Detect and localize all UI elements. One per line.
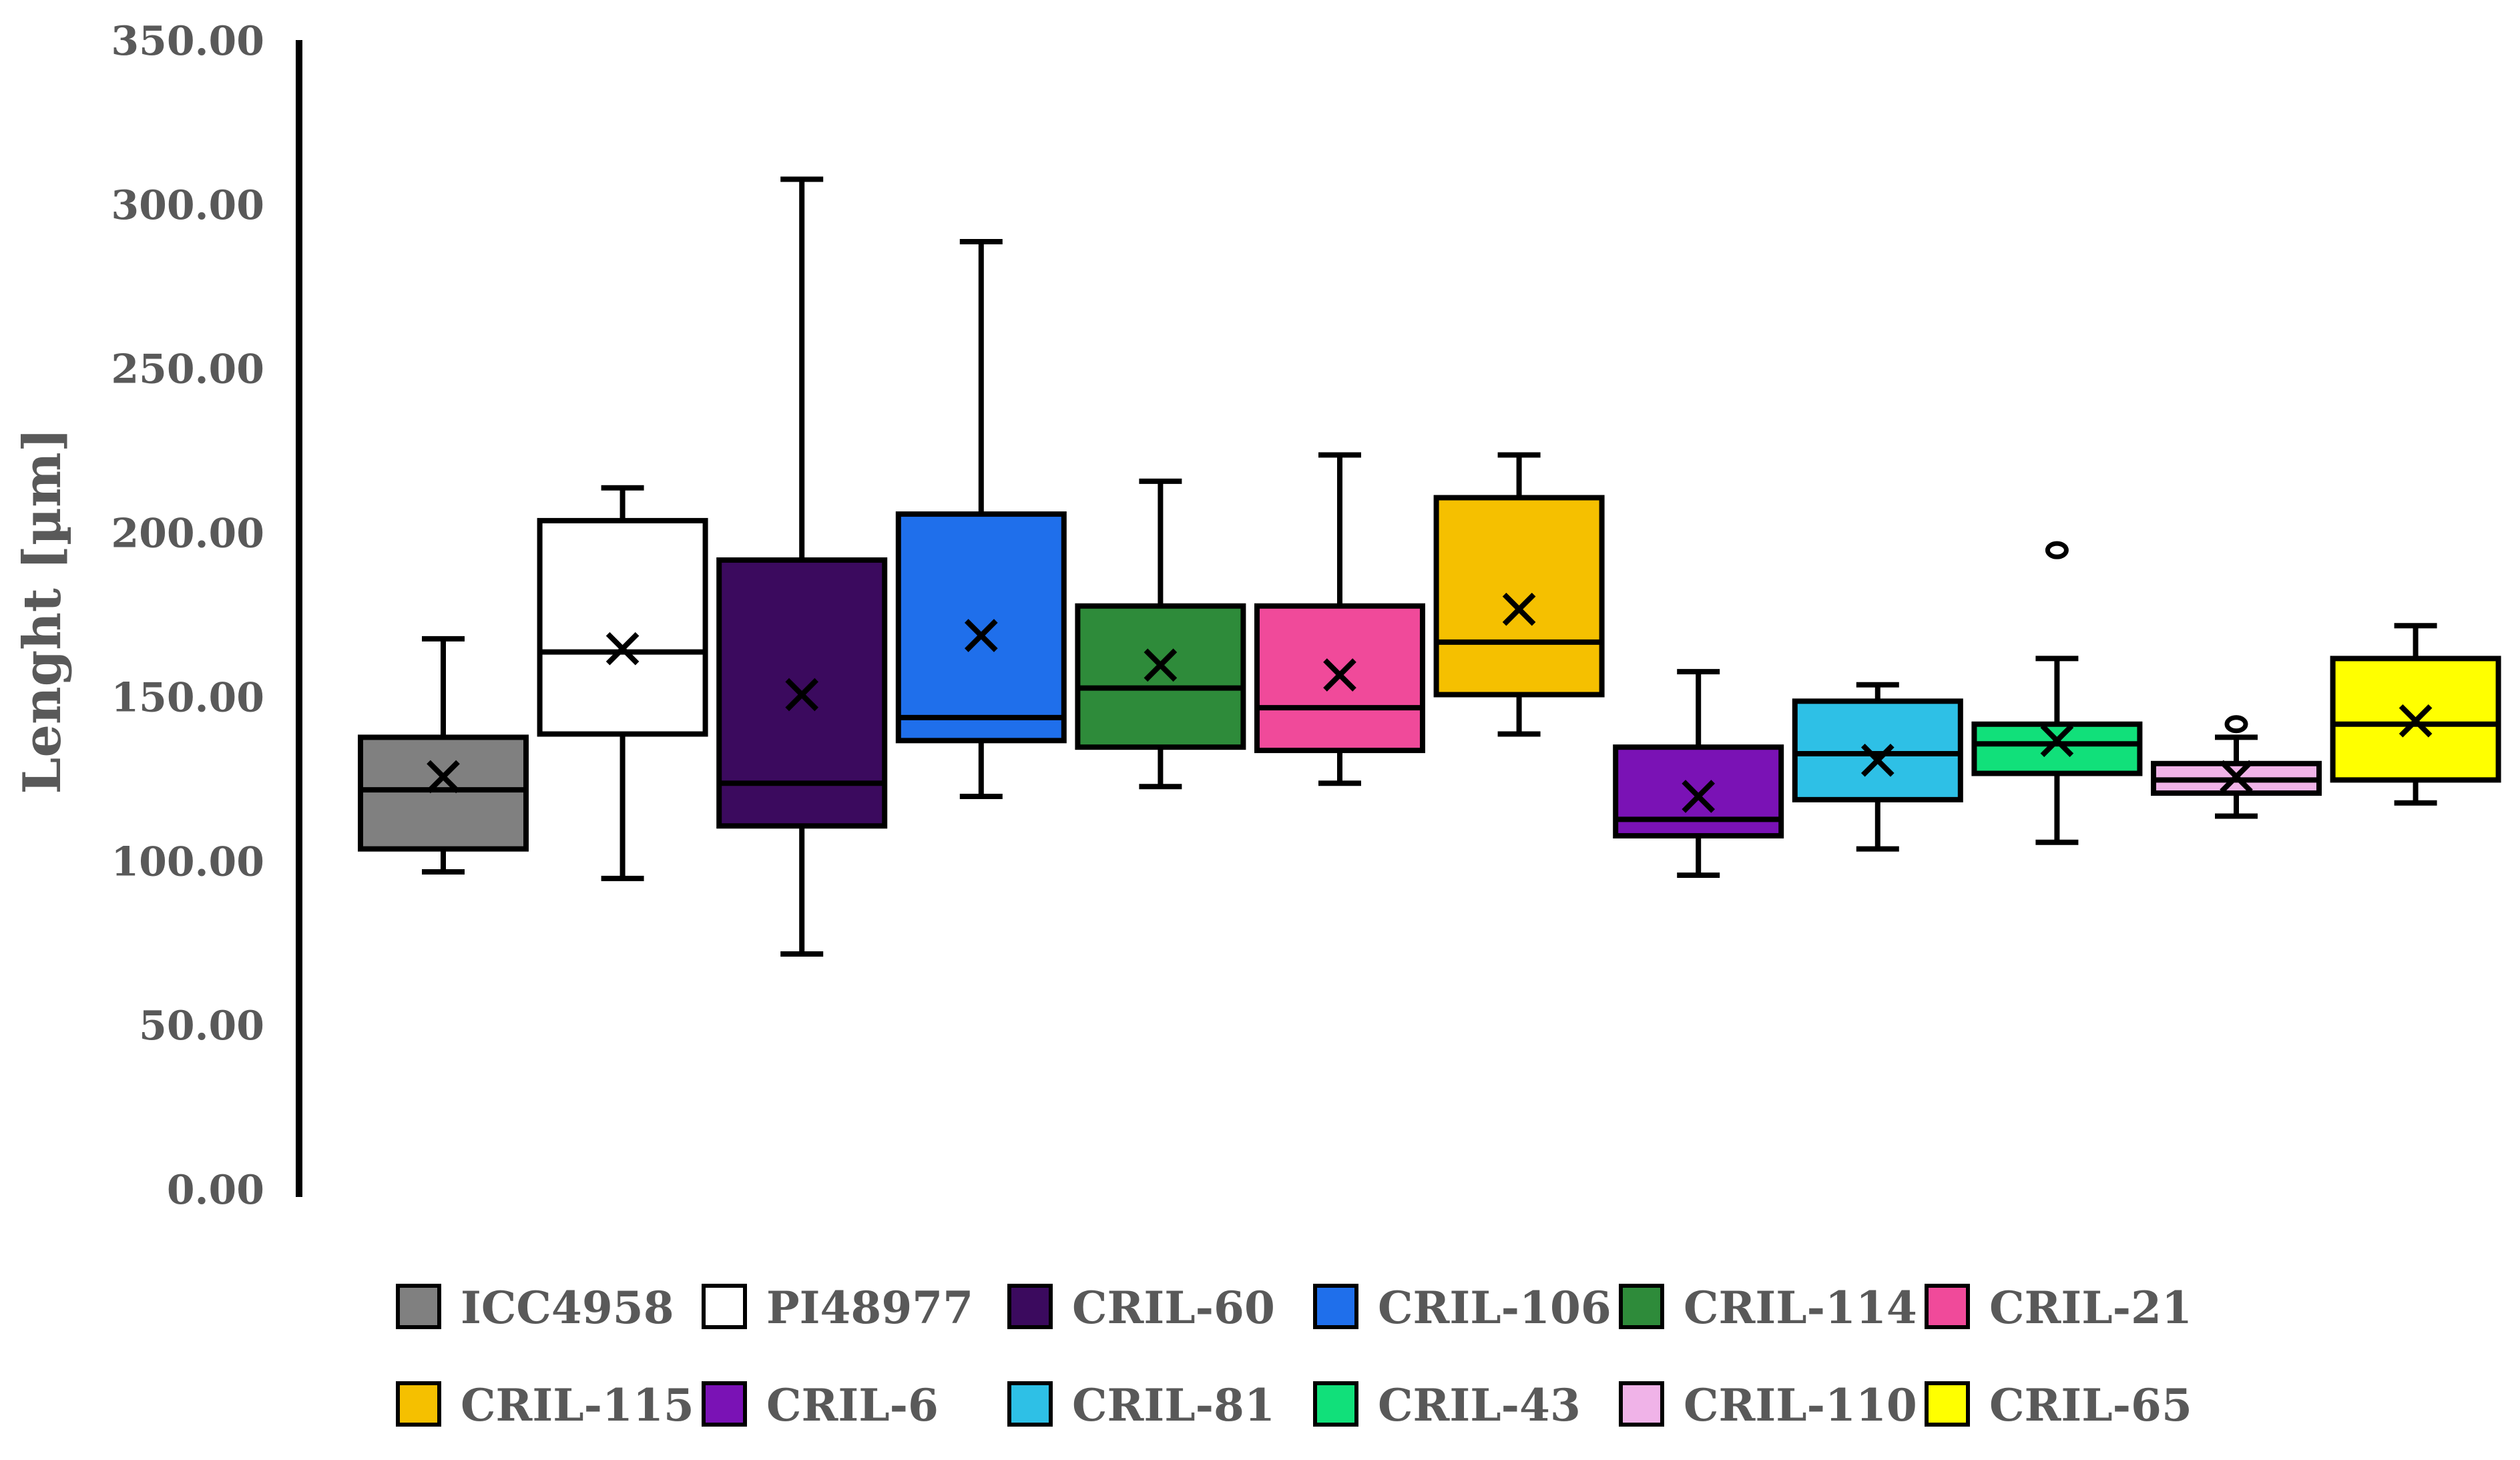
iqr-box xyxy=(895,511,1067,744)
legend-swatch xyxy=(1619,1381,1664,1427)
legend-swatch xyxy=(702,1284,747,1329)
legend-label: CRIL-65 xyxy=(1989,1379,2192,1431)
legend-item-cril-60: CRIL-60 xyxy=(1007,1282,1275,1334)
mean-marker xyxy=(2220,760,2253,794)
legend-swatch xyxy=(396,1284,441,1329)
mean-marker xyxy=(785,678,819,712)
legend-swatch xyxy=(1007,1284,1053,1329)
mean-marker xyxy=(2399,704,2433,738)
legend-label: CRIL-110 xyxy=(1684,1379,1917,1431)
legend-item-icc4958: ICC4958 xyxy=(396,1282,674,1334)
mean-marker xyxy=(1323,658,1356,692)
y-tick-label: 300.00 xyxy=(111,182,264,229)
legend-label: CRIL-21 xyxy=(1989,1282,2192,1334)
iqr-box xyxy=(1792,698,1963,802)
legend-swatch xyxy=(1925,1284,1970,1329)
iqr-box xyxy=(358,734,529,852)
mean-marker xyxy=(427,760,460,794)
legend-item-cril-65: CRIL-65 xyxy=(1925,1379,2192,1431)
legend-label: CRIL-60 xyxy=(1072,1282,1275,1334)
legend-item-pi48977: PI48977 xyxy=(702,1282,973,1334)
box-cril-21 xyxy=(1254,452,1425,786)
legend-swatch xyxy=(1619,1284,1664,1329)
y-tick-label: 0.00 xyxy=(167,1167,264,1214)
legend-label: PI48977 xyxy=(766,1282,973,1334)
y-tick-label: 250.00 xyxy=(111,346,264,393)
mean-marker xyxy=(1144,648,1178,682)
legend-item-cril-43: CRIL-43 xyxy=(1313,1379,1581,1431)
mean-marker xyxy=(1502,592,1536,626)
legend-label: CRIL-81 xyxy=(1072,1379,1275,1431)
legend-item-cril-114: CRIL-114 xyxy=(1619,1282,1917,1334)
legend-label: CRIL-115 xyxy=(461,1379,694,1431)
legend-label: CRIL-114 xyxy=(1684,1282,1917,1334)
legend: ICC4958 PI48977 CRIL-60 CRIL-106 CRIL-114 CRI… xyxy=(396,1282,2192,1431)
box-cril-115 xyxy=(1433,452,1605,737)
outlier-point xyxy=(2224,715,2248,734)
y-axis-title: Lenght [µm] xyxy=(12,427,73,794)
legend-item-cril-115: CRIL-115 xyxy=(396,1379,694,1431)
legend-swatch xyxy=(396,1381,441,1427)
mean-marker xyxy=(1860,744,1895,777)
mean-marker xyxy=(605,632,640,666)
legend-label: CRIL-43 xyxy=(1378,1379,1581,1431)
box-pi48977 xyxy=(537,485,708,881)
outlier-point xyxy=(2045,541,2069,559)
box-cril-114 xyxy=(1075,478,1246,790)
legend-swatch xyxy=(1313,1381,1358,1427)
legend-label: CRIL-6 xyxy=(766,1379,939,1431)
iqr-box xyxy=(537,517,708,737)
legend-label: CRIL-106 xyxy=(1378,1282,1611,1334)
iqr-box xyxy=(1613,744,1784,838)
box-cril-6 xyxy=(1613,669,1784,878)
box-cril-60 xyxy=(716,176,888,957)
plot-area xyxy=(358,176,2501,957)
legend-item-cril-81: CRIL-81 xyxy=(1007,1379,1275,1431)
legend-swatch xyxy=(1007,1381,1053,1427)
box-icc4958 xyxy=(358,636,529,875)
y-tick-label: 150.00 xyxy=(111,674,264,721)
y-tick-label: 50.00 xyxy=(139,1003,264,1049)
legend-item-cril-6: CRIL-6 xyxy=(702,1379,939,1431)
box-cril-81 xyxy=(1792,682,1963,852)
box-cril-110 xyxy=(2151,715,2322,819)
legend-item-cril-21: CRIL-21 xyxy=(1925,1282,2192,1334)
box-cril-43 xyxy=(1971,541,2143,845)
y-tick-label: 200.00 xyxy=(111,511,264,557)
y-tick-label: 350.00 xyxy=(111,18,264,65)
mean-marker xyxy=(2040,724,2074,758)
y-axis: 0.00 50.00 100.00 150.00 200.00 250.00 300.00 3… xyxy=(111,18,302,1214)
iqr-box xyxy=(1433,495,1605,698)
box-cril-65 xyxy=(2330,623,2501,806)
legend-swatch xyxy=(702,1381,747,1427)
mean-marker xyxy=(1682,780,1716,813)
legend-item-cril-110: CRIL-110 xyxy=(1619,1379,1917,1431)
legend-swatch xyxy=(1925,1381,1970,1427)
legend-label: ICC4958 xyxy=(461,1282,674,1334)
legend-item-cril-106: CRIL-106 xyxy=(1313,1282,1611,1334)
box-cril-106 xyxy=(895,238,1067,799)
legend-swatch xyxy=(1313,1284,1358,1329)
mean-marker xyxy=(964,619,998,652)
y-tick-label: 100.00 xyxy=(111,838,264,885)
iqr-box xyxy=(1075,603,1246,750)
iqr-box xyxy=(1971,721,2143,776)
